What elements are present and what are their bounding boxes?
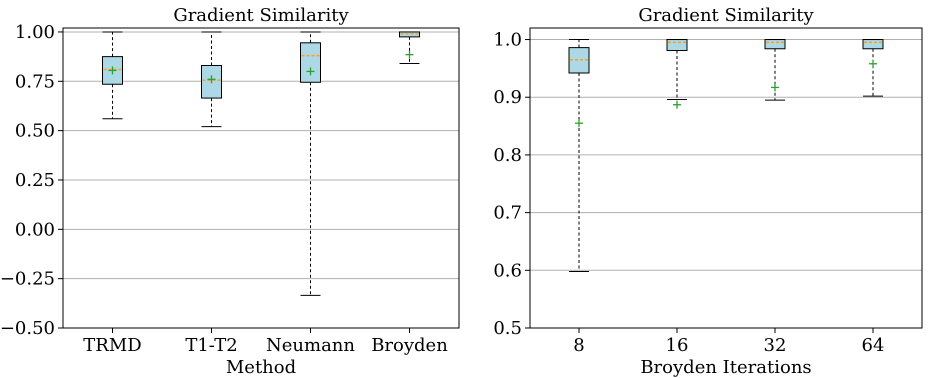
x-axis-label: Method (226, 357, 296, 378)
x-tick-label: Neumann (266, 335, 355, 356)
y-tick-label: 0.6 (493, 260, 522, 281)
box-8 (568, 39, 590, 272)
mean-marker (673, 100, 681, 109)
plot-frame (62, 27, 460, 329)
mean-marker (108, 66, 117, 75)
x-tick-label: 8 (573, 335, 584, 356)
y-tick-label: 0.5 (493, 318, 522, 339)
x-tick-label: TRMD (83, 335, 141, 356)
x-tick-label: 16 (666, 335, 689, 356)
mean-marker (869, 59, 877, 68)
chart-panel-method: −0.50 −0.25 0.00 0.25 0.50 0.75 1.00 TRMD T1-T2 N… (0, 5, 460, 378)
y-tick-label: 0.7 (493, 203, 522, 224)
x-tick-label: 64 (862, 335, 885, 356)
box-32 (764, 39, 786, 101)
y-tick-label: 0.9 (493, 87, 522, 108)
box-neumann (300, 31, 321, 296)
y-tick-label: 0.00 (15, 219, 55, 240)
mean-marker (405, 50, 414, 59)
mean-marker (207, 75, 216, 84)
box-16 (666, 39, 688, 109)
chart-title: Gradient Similarity (173, 5, 349, 26)
x-tick-label: 32 (764, 335, 787, 356)
box-64 (862, 39, 884, 97)
x-tick-label: Broyden (371, 335, 448, 356)
interquartile-box (300, 42, 321, 83)
box-trmd (102, 31, 123, 120)
mean-marker (575, 119, 583, 128)
mean-marker (306, 67, 315, 76)
y-tick-label: 1.0 (493, 30, 522, 51)
y-tick-label: 0.50 (15, 121, 55, 142)
y-tick-label: 0.25 (15, 170, 55, 191)
plot-frame (529, 27, 923, 329)
y-tick-label: 0.8 (493, 145, 522, 166)
chart-title: Gradient Similarity (638, 5, 814, 26)
interquartile-box (399, 31, 420, 38)
interquartile-box (764, 39, 786, 50)
box-broyden (399, 31, 420, 65)
y-tick-label: −0.50 (0, 318, 55, 339)
interquartile-box (666, 39, 688, 51)
interquartile-box (568, 47, 590, 74)
y-tick-label: −0.25 (0, 269, 55, 290)
x-axis-label: Broyden Iterations (640, 357, 811, 378)
x-tick-label: T1-T2 (185, 335, 237, 356)
y-tick-label: 1.00 (15, 22, 55, 43)
mean-marker (771, 83, 779, 92)
y-tick-label: 0.75 (15, 71, 55, 92)
box-t1-t2 (201, 31, 222, 128)
chart-panel-broyden-iterations: 0.5 0.6 0.7 0.8 0.9 1.0 8 16 32 64 Gradient Simila… (493, 5, 923, 378)
interquartile-box (862, 39, 884, 50)
